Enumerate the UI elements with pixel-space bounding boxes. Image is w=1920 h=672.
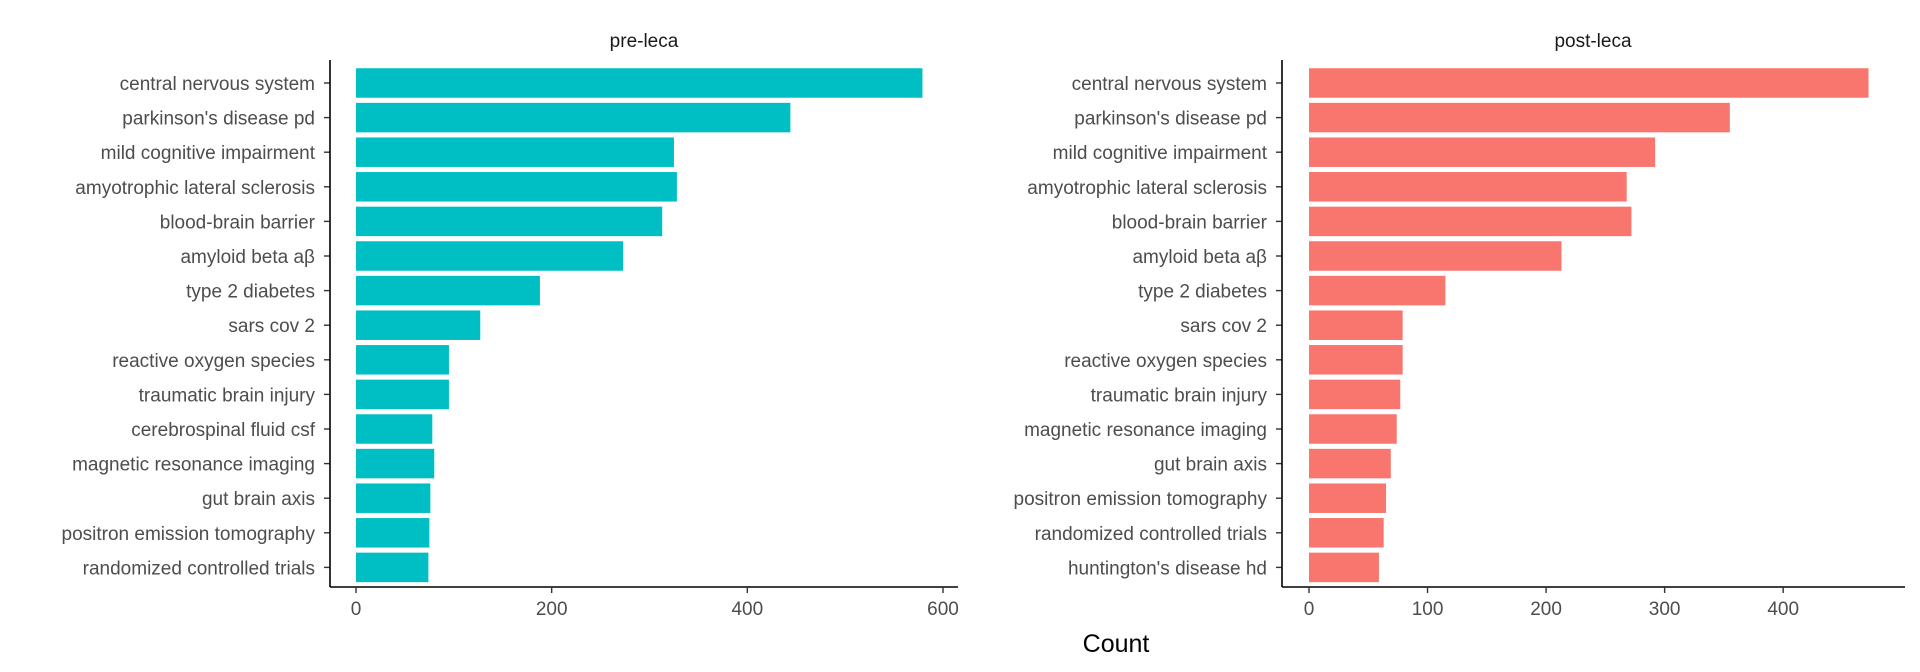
y-tick-label: mild cognitive impairment [1053,143,1268,164]
bar-post-leca-4 [1309,206,1632,237]
bar-post-leca-8 [1309,345,1403,375]
x-tick-label: 200 [1530,599,1562,620]
bar-post-leca-11 [1309,448,1391,479]
y-tick-label: central nervous system [1072,74,1267,95]
y-tick-label: positron emission tomography [62,524,316,545]
bar-pre-leca-2 [356,137,674,167]
y-tick-label: parkinson's disease pd [122,109,315,130]
y-tick-label: mild cognitive impairment [101,143,316,164]
y-tick-label: amyotrophic lateral sclerosis [75,178,315,199]
y-tick-label: gut brain axis [202,489,315,510]
x-tick-label: 200 [536,599,568,620]
bar-post-leca-1 [1309,102,1730,133]
y-tick-label: amyloid beta aβ [1132,247,1267,268]
bar-pre-leca-11 [356,448,435,479]
y-tick-label: randomized controlled trials [1035,524,1267,545]
bar-post-leca-3 [1309,172,1627,202]
bar-post-leca-12 [1309,483,1387,513]
y-tick-label: amyloid beta aβ [180,247,315,268]
bar-post-leca-2 [1309,137,1656,167]
y-tick-label: type 2 diabetes [1138,282,1267,303]
y-tick-label: sars cov 2 [228,316,315,337]
bar-pre-leca-0 [356,68,923,98]
y-tick-label: blood-brain barrier [160,212,316,233]
y-tick-label: reactive oxygen species [1064,351,1267,372]
y-tick-label: central nervous system [120,74,315,95]
y-tick-label: huntington's disease hd [1068,558,1267,579]
y-tick-label: sars cov 2 [1180,316,1267,337]
y-tick-label: cerebrospinal fluid csf [131,420,315,441]
bar-post-leca-14 [1309,552,1379,583]
bar-pre-leca-3 [356,172,677,202]
bar-pre-leca-8 [356,345,449,375]
bar-post-leca-5 [1309,241,1562,271]
x-tick-label: 600 [927,599,959,620]
y-tick-label: traumatic brain injury [1091,385,1268,406]
x-axis-title: Count [1083,630,1150,658]
y-tick-label: parkinson's disease pd [1074,109,1267,130]
bar-pre-leca-6 [356,275,540,306]
bar-pre-leca-4 [356,206,663,237]
bar-pre-leca-7 [356,310,481,340]
bar-post-leca-0 [1309,68,1869,98]
panel-pre-leca: pre-leca central nervous system parkinson'… [62,31,959,620]
x-tick-label: 400 [731,599,763,620]
bar-post-leca-13 [1309,518,1384,548]
y-tick-label: traumatic brain injury [139,385,316,406]
y-tick-label: reactive oxygen species [112,351,315,372]
bar-pre-leca-12 [356,483,431,513]
bar-pre-leca-10 [356,414,433,444]
panel-title-post-leca: post-leca [1554,31,1632,52]
x-tick-label: 0 [351,599,362,620]
y-tick-label: magnetic resonance imaging [1024,420,1267,441]
y-tick-label: type 2 diabetes [186,282,315,303]
bar-post-leca-7 [1309,310,1403,340]
bar-pre-leca-1 [356,102,791,133]
panel-title-pre-leca: pre-leca [610,31,679,52]
y-tick-label: blood-brain barrier [1112,212,1268,233]
x-tick-label: 100 [1412,599,1444,620]
panel-post-leca: post-leca central nervous system parkinson… [1014,31,1905,620]
y-tick-label: magnetic resonance imaging [72,455,315,476]
x-tick-label: 0 [1304,599,1315,620]
x-tick-label: 300 [1649,599,1681,620]
bar-post-leca-10 [1309,414,1397,444]
x-tick-label: 400 [1767,599,1799,620]
y-tick-label: amyotrophic lateral sclerosis [1027,178,1267,199]
y-tick-label: positron emission tomography [1014,489,1268,510]
bar-post-leca-9 [1309,379,1401,410]
bar-pre-leca-5 [356,241,624,271]
bar-pre-leca-9 [356,379,449,410]
bar-pre-leca-14 [356,552,429,583]
y-tick-label: randomized controlled trials [83,558,315,579]
y-tick-label: gut brain axis [1154,455,1267,476]
bar-post-leca-6 [1309,275,1446,306]
bar-pre-leca-13 [356,518,430,548]
